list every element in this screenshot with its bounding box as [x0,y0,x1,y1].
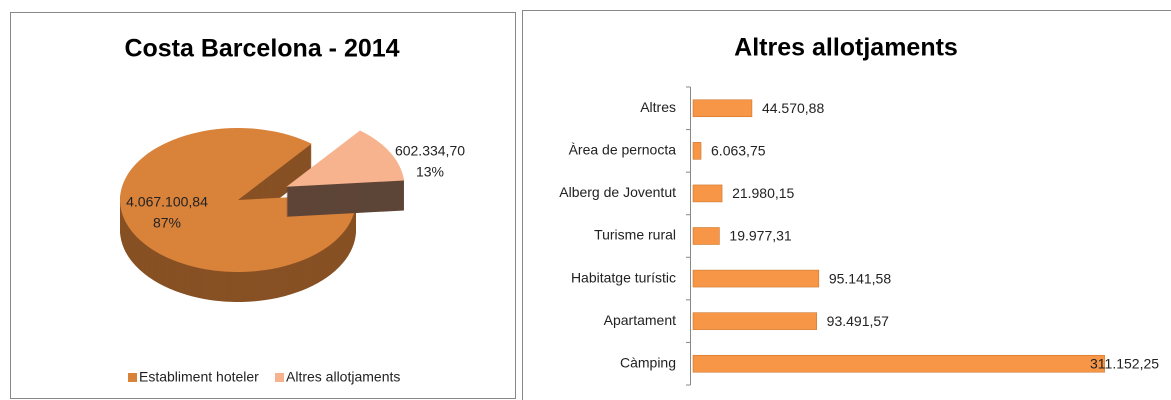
category-label: Altres [640,99,676,115]
legend-swatch [128,373,137,382]
value-label: 6.063,75 [711,143,766,159]
value-label: 19.977,31 [729,228,791,244]
pie-slice [286,130,405,217]
category-label: Habitatge turístic [571,269,676,285]
value-label: 21.980,15 [732,185,794,201]
bar [692,354,1105,373]
legend-label: Establiment hoteler [139,369,259,385]
category-label: Apartament [604,312,676,328]
bar [692,184,723,203]
bar [692,99,753,118]
value-label: 44.570,88 [762,100,824,116]
pie-value-label: 602.334,70 [395,143,465,159]
bar-panel [522,10,1171,400]
category-label: Càmping [620,354,676,370]
legend-label: Altres allotjaments [286,369,400,385]
pie-value-label: 4.067.100,84 [126,194,208,210]
category-label: Turisme rural [594,227,676,243]
legend-swatch [275,373,284,382]
pie-percent-label: 87% [153,215,181,231]
bar [692,227,720,245]
pie-percent-label: 13% [416,164,444,180]
value-label: 93.491,57 [827,313,889,329]
bar-title: Altres allotjaments [734,34,958,62]
bar [692,269,820,288]
bar [692,142,702,160]
value-label: 311.152,25 [1090,355,1159,371]
category-label: Àrea de pernocta [569,142,677,158]
bar [692,312,817,330]
value-label: 95.141,58 [829,270,891,286]
pie-slice-top [286,130,405,187]
category-label: Alberg de Joventut [559,184,676,200]
pie-slice [119,127,356,302]
pie-title: Costa Barcelona - 2014 [124,35,399,63]
pie-slice-top [119,127,356,272]
